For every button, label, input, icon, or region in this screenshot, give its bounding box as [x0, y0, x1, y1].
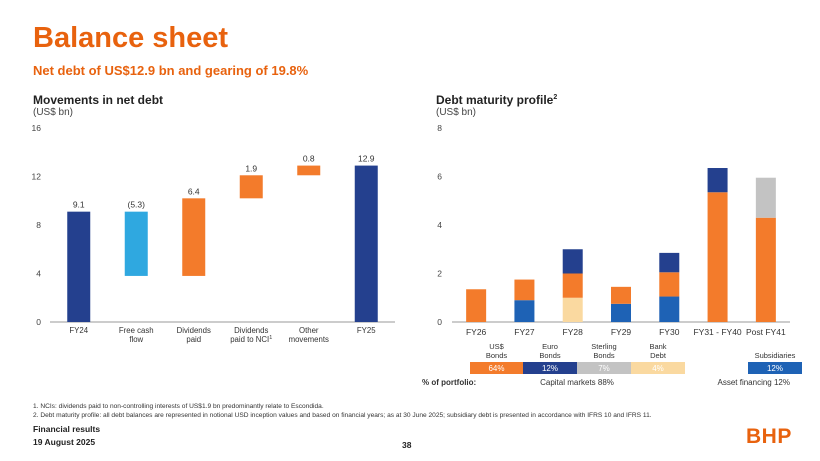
bar-value-label: 6.4: [188, 186, 200, 196]
y-tick-label: 6: [437, 172, 442, 182]
debt-maturity-chart-title: Debt maturity profile2: [436, 93, 558, 107]
stacked-bar-segment: [659, 272, 680, 297]
x-tick-label: FY29: [611, 327, 632, 337]
legend-label: Bonds: [539, 351, 561, 360]
x-tick-label: paid: [186, 335, 201, 344]
footer-date: 19 August 2025: [33, 437, 96, 447]
debt-maturity-chart: 0 2 4 6 8 FY26 FY27 FY28 FY29 FY30 FY31 - FY40 Post…: [422, 123, 802, 387]
stacked-bar-segment: [707, 192, 728, 322]
legend-percentage: 7%: [598, 364, 610, 373]
x-tick-label: FY27: [514, 327, 535, 337]
page-title: Balance sheet: [33, 22, 229, 54]
x-tick-label: Dividends: [234, 326, 268, 335]
capital-markets-label: Capital markets 88%: [540, 378, 614, 387]
page-subtitle: Net debt of US$12.9 bn and gearing of 19…: [33, 63, 309, 78]
legend-swatch: [748, 362, 802, 374]
stacked-bar-segment: [514, 279, 535, 301]
portfolio-label: % of portfolio:: [422, 378, 476, 387]
net-debt-chart-title: Movements in net debt: [33, 93, 164, 107]
debt-maturity-chart-unit: (US$ bn): [436, 107, 477, 118]
legend-label: Bank: [649, 342, 666, 351]
stacked-bar-segment: [755, 177, 776, 218]
y-tick-label: 4: [36, 269, 41, 279]
x-tick-label: FY30: [659, 327, 680, 337]
legend-percentage: 12%: [542, 364, 558, 373]
x-tick-label: FY31 - FY40: [693, 327, 741, 337]
y-tick-label: 12: [32, 172, 42, 182]
legend-percentage: 64%: [488, 364, 504, 373]
waterfall-bar: [124, 211, 148, 276]
waterfall-bar: [67, 211, 91, 322]
footnote-2: 2. Debt maturity profile: all debt balan…: [33, 412, 652, 419]
x-tick-label: FY26: [466, 327, 487, 337]
bar-value-label: 9.1: [73, 200, 85, 210]
y-tick-label: 0: [437, 317, 442, 327]
stacked-bar-segment: [466, 289, 487, 322]
x-tick-label: movements: [289, 335, 329, 344]
stacked-bar-segment: [611, 303, 631, 322]
waterfall-bar: [297, 165, 321, 176]
footnote-1: 1. NCIs: dividends paid to non-controlli…: [33, 403, 324, 410]
legend-label: Debt: [650, 351, 667, 360]
stacked-bar-segment: [514, 300, 535, 322]
x-tick-label: paid to NCI1: [230, 335, 272, 344]
x-tick-label: Free cash: [119, 326, 154, 335]
legend-swatch: [523, 362, 577, 374]
legend-percentage: 4%: [652, 364, 664, 373]
bar-value-label: 1.9: [245, 163, 257, 173]
x-tick-label: Other: [299, 326, 319, 335]
legend-label: Bonds: [486, 351, 508, 360]
y-tick-label: 16: [32, 123, 42, 133]
stacked-bar-segment: [707, 168, 728, 193]
legend-label: Sterling: [591, 342, 616, 351]
stacked-bar-segment: [562, 249, 583, 274]
legend-percentage: 12%: [767, 364, 783, 373]
bar-value-label: 12.9: [358, 154, 375, 164]
waterfall-bar: [182, 198, 206, 276]
y-tick-label: 8: [36, 220, 41, 230]
stacked-bar-segment: [562, 273, 583, 298]
legend-label: Euro: [542, 342, 558, 351]
stacked-bar-segment: [755, 217, 776, 322]
asset-financing-label: Asset financing 12%: [718, 378, 791, 387]
bar-value-label: (5.3): [128, 200, 146, 210]
bar-value-label: 0.8: [303, 154, 315, 164]
stacked-bar-segment: [659, 252, 680, 273]
legend-label: Bonds: [593, 351, 615, 360]
waterfall-bar: [354, 165, 378, 322]
x-tick-label: flow: [129, 335, 143, 344]
y-tick-label: 2: [437, 269, 442, 279]
stacked-bar-segment: [659, 296, 680, 322]
x-tick-label: Dividends: [177, 326, 211, 335]
waterfall-bar: [239, 175, 263, 199]
x-tick-label: Post FY41: [746, 327, 786, 337]
legend-swatch: [631, 362, 685, 374]
x-tick-label: FY25: [357, 326, 376, 335]
bhp-logo: BHP: [746, 425, 792, 448]
net-debt-chart-unit: (US$ bn): [33, 107, 74, 118]
page-number: 38: [402, 440, 412, 450]
stacked-bar-segment: [562, 297, 583, 322]
legend-swatch: [470, 362, 523, 374]
y-tick-label: 8: [437, 123, 442, 133]
legend-label: Subsidiaries: [755, 351, 796, 360]
footer-report-name: Financial results: [33, 424, 101, 434]
legend-label: US$: [489, 342, 504, 351]
stacked-bar-segment: [611, 286, 631, 304]
x-tick-label: FY28: [563, 327, 584, 337]
y-tick-label: 0: [36, 317, 41, 327]
legend-swatch: [577, 362, 631, 374]
x-tick-label: FY24: [69, 326, 88, 335]
y-tick-label: 4: [437, 220, 442, 230]
